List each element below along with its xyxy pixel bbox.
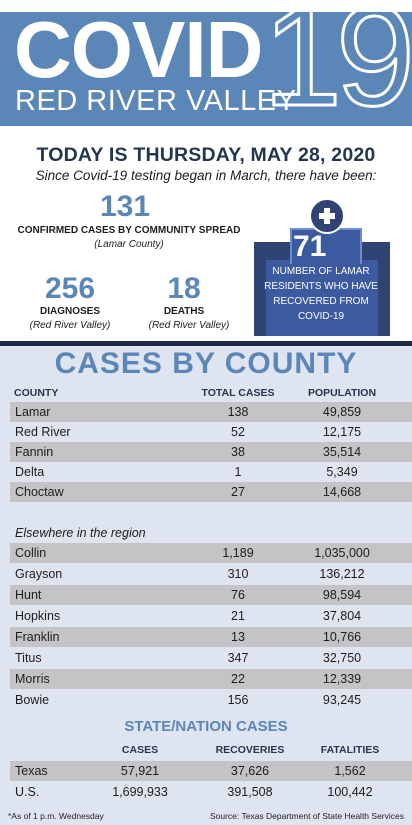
county-name: Franklin [15, 630, 60, 644]
county-name: Titus [15, 651, 42, 665]
title-19: 19 [262, 0, 412, 136]
county-population: 12,339 [322, 672, 362, 686]
table-row: Grayson 310 136,212 [10, 564, 412, 584]
table-row: U.S. 1,699,933 391,508 100,442 [10, 782, 412, 802]
table-row: Titus 347 32,750 [10, 648, 412, 668]
county-cases: 76 [231, 588, 245, 602]
diagnoses-sub: (Red River Valley) [29, 320, 111, 331]
table-row: Hopkins 21 37,804 [10, 606, 412, 626]
panel-divider [0, 341, 412, 346]
today-date: TODAY IS THURSDAY, MAY 28, 2020 [36, 144, 376, 166]
county-name: Collin [15, 546, 47, 560]
header: COVID 19 RED RIVER VALLEY [0, 0, 412, 130]
table-row: Choctaw 27 14,668 [10, 482, 412, 502]
column-header-recoveries: RECOVERIES [215, 744, 285, 756]
county-cases: 1,189 [222, 546, 254, 560]
subtitle-region: RED RIVER VALLEY [15, 85, 297, 117]
source-credit: Source: Texas Department of State Health… [209, 811, 404, 821]
region-cases: 57,921 [120, 764, 160, 778]
county-population: 1,035,000 [314, 546, 370, 560]
plus-vertical-bar [324, 208, 330, 224]
county-cases: 1 [234, 465, 242, 479]
county-cases: 310 [227, 567, 249, 581]
diagnoses-value: 256 [44, 272, 96, 305]
community-spread-label: CONFIRMED CASES BY COMMUNITY SPREAD [17, 225, 241, 236]
header-band [0, 12, 412, 126]
table-row: Delta 1 5,349 [10, 462, 412, 482]
table-row: Collin 1,189 1,035,000 [10, 543, 412, 563]
deaths-sub: (Red River Valley) [148, 320, 230, 331]
deaths-label: DEATHS [163, 306, 205, 317]
column-header-fatalities: FATALITIES [320, 744, 380, 756]
column-header-county: COUNTY [14, 387, 59, 399]
county-name: Lamar [15, 405, 51, 419]
county-name: Fannin [15, 445, 54, 459]
county-population: 14,668 [322, 485, 362, 499]
table-row: Lamar 138 49,859 [10, 402, 412, 422]
cases-by-county-title: CASES BY COUNTY [54, 347, 358, 380]
diagnoses-label: DIAGNOSES [39, 306, 100, 317]
region-fatalities: 100,442 [327, 785, 373, 799]
column-header-total-cases: TOTAL CASES [201, 387, 275, 399]
table-row: Morris 22 12,339 [10, 669, 412, 689]
county-name: Red River [15, 425, 71, 439]
table-row: Hunt 76 98,594 [10, 585, 412, 605]
county-name: Hopkins [15, 609, 61, 623]
county-name: Choctaw [15, 485, 64, 499]
county-name: Bowie [15, 693, 50, 707]
region-cases: 1,699,933 [112, 785, 168, 799]
county-cases: 347 [227, 651, 249, 665]
title-covid: COVID [14, 5, 263, 94]
region-recoveries: 37,626 [230, 764, 270, 778]
region-name: Texas [15, 764, 48, 778]
table-row: Bowie 156 93,245 [10, 690, 412, 710]
county-name: Grayson [15, 567, 63, 581]
region-recoveries: 391,508 [227, 785, 273, 799]
plus-circle-icon [309, 198, 345, 234]
recovered-label: NUMBER OF LAMAR RESIDENTS WHO HAVE RECOV… [264, 266, 378, 322]
county-population: 93,245 [322, 693, 362, 707]
county-population: 5,349 [326, 465, 358, 479]
county-population: 49,859 [322, 405, 362, 419]
county-cases: 22 [231, 672, 245, 686]
county-cases: 21 [231, 609, 245, 623]
county-cases: 156 [227, 693, 249, 707]
county-name: Hunt [15, 588, 42, 602]
region-fatalities: 1,562 [334, 764, 366, 778]
county-name: Delta [15, 465, 45, 479]
county-cases: 38 [231, 445, 245, 459]
recovered-badge-inner [266, 260, 378, 336]
community-spread-sub: (Lamar County) [94, 239, 164, 250]
state-nation-title: STATE/NATION CASES [124, 718, 288, 735]
county-cases: 138 [227, 405, 249, 419]
county-population: 35,514 [322, 445, 362, 459]
county-population: 37,804 [322, 609, 362, 623]
table-row: Red River 52 12,175 [10, 422, 412, 442]
table-row: Fannin 38 35,514 [10, 442, 412, 462]
deaths-value: 18 [167, 272, 201, 305]
table-row: Franklin 13 10,766 [10, 627, 412, 647]
column-header-population: POPULATION [307, 387, 377, 399]
county-cases: 27 [231, 485, 245, 499]
county-cases: 13 [231, 630, 245, 644]
recovered-value: 71 [293, 230, 327, 263]
table-row: Texas 57,921 37,626 1,562 [10, 761, 412, 781]
county-population: 98,594 [322, 588, 362, 602]
region-name: U.S. [15, 785, 40, 799]
footnote: *As of 1 p.m. Wednesday [8, 811, 104, 821]
elsewhere-label: Elsewhere in the region [15, 526, 146, 540]
county-name: Morris [15, 672, 50, 686]
recovered-badge-tab [290, 228, 362, 264]
county-cases: 52 [231, 425, 245, 439]
county-population: 136,212 [319, 567, 365, 581]
community-spread-value: 131 [99, 190, 151, 223]
since-intro: Since Covid-19 testing began in March, t… [35, 168, 377, 183]
column-header-cases: CASES [121, 744, 159, 756]
county-population: 32,750 [322, 651, 362, 665]
county-population: 12,175 [322, 425, 362, 439]
county-population: 10,766 [322, 630, 362, 644]
